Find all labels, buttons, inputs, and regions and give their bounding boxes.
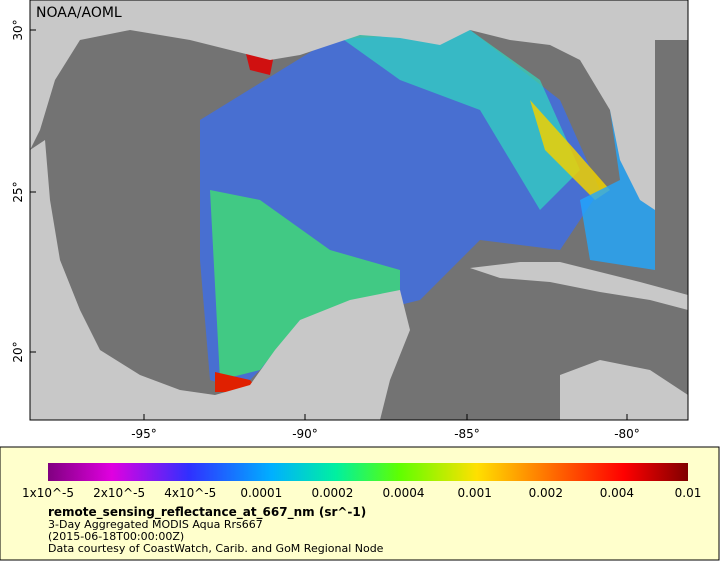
data-area (330, 30, 580, 210)
lon-label: -90° (292, 427, 318, 441)
legend-line: 3-Day Aggregated MODIS Aqua Rrs667 (48, 518, 263, 531)
lon-label: -95° (131, 427, 157, 441)
map-frame (29, 0, 689, 421)
colorbar-label: 0.0002 (311, 486, 353, 500)
data-area (210, 190, 400, 380)
colorbar-label: 2x10^-5 (93, 486, 145, 500)
colorbar-label: 0.002 (529, 486, 563, 500)
lat-label: 20° (11, 341, 25, 362)
map: NOAA/AOML (29, 0, 689, 421)
credit: NOAA/AOML (36, 5, 122, 21)
lat-label: 25° (11, 181, 25, 202)
lat-label: 30° (11, 19, 25, 40)
land (30, 140, 410, 420)
colorbar (48, 463, 688, 481)
legend-line: Data courtesy of CoastWatch, Carib. and … (48, 542, 384, 555)
legend-line: (2015-06-18T00:00:00Z) (48, 530, 184, 543)
colorbar-label: 0.004 (600, 486, 634, 500)
colorbar-label: 0.01 (675, 486, 702, 500)
lon-label: -80° (614, 427, 640, 441)
land (470, 262, 688, 310)
colorbar-label: 0.0004 (383, 486, 425, 500)
land (30, 0, 688, 210)
colorbar-label: 1x10^-5 (22, 486, 74, 500)
colorbar-label: 0.001 (457, 486, 491, 500)
data-area (530, 100, 610, 200)
colorbar-label: 4x10^-5 (164, 486, 216, 500)
colorbar-label: 0.0001 (240, 486, 282, 500)
land (560, 360, 688, 420)
legend-variable: remote_sensing_reflectance_at_667_nm (sr… (48, 505, 366, 520)
lon-label: -85° (454, 427, 480, 441)
